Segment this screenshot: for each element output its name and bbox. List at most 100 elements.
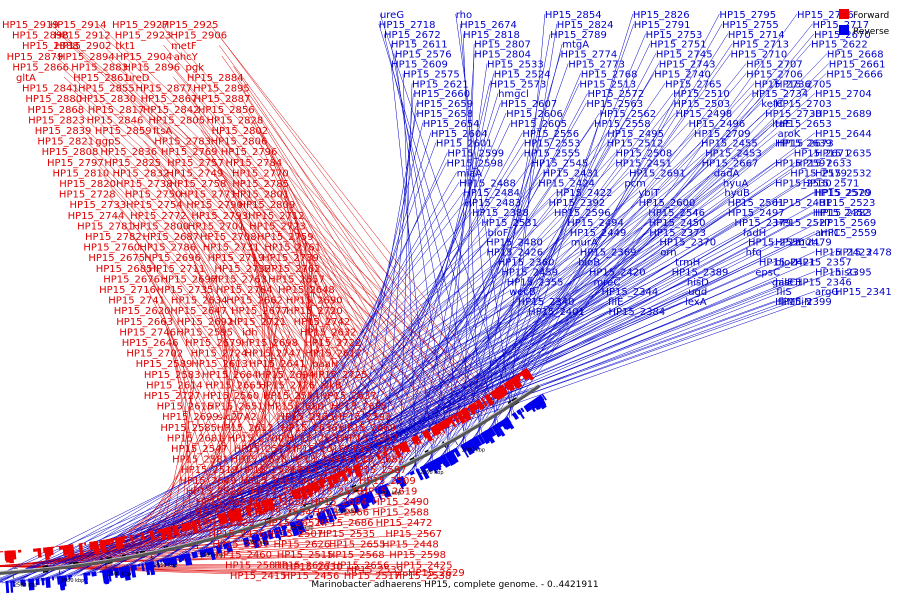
forward-gene-label: HP15_2763 [210, 274, 267, 285]
ruler-tick-label: 2900 kbp [377, 490, 401, 496]
ruler-tick-label: 3000 kbp [461, 448, 485, 454]
forward-gene-label: HP15_2805 [148, 115, 205, 126]
forward-gene-label: HP15_2636 [281, 423, 338, 434]
forward-gene-label: HP15_2821 [37, 137, 94, 148]
rna-feature [104, 557, 107, 558]
forward-gene-label: HP15_2839 [35, 126, 92, 137]
forward-connector [136, 257, 292, 506]
reverse-gene-label: HP15_2530 [775, 178, 832, 189]
forward-connector [203, 352, 239, 533]
forward-feature [79, 543, 83, 550]
reverse-gene-label: HP15_2755 [722, 20, 779, 31]
forward-gene-label: HP15_2539 [346, 565, 403, 576]
forward-gene-label: HP15_2762 [264, 264, 321, 275]
reverse-feature [415, 468, 424, 481]
reverse-gene-label: hisG [835, 267, 857, 278]
reverse-feature [180, 554, 185, 561]
reverse-connector [148, 221, 482, 565]
forward-connector [218, 34, 497, 406]
reverse-feature [481, 430, 492, 443]
reverse-gene-label: HP15_2718 [379, 20, 436, 31]
reverse-gene-label: HP15_2503 [673, 99, 730, 110]
reverse-gene-label: HP15_2703 [775, 99, 832, 110]
forward-feature [384, 450, 388, 456]
forward-gene-label: HP15_2625 [198, 518, 255, 529]
reverse-gene-label: HP15_2562 [599, 109, 656, 120]
reverse-gene-label: HP15_2660 [413, 89, 470, 100]
forward-connector [218, 45, 488, 412]
reverse-feature [68, 574, 71, 580]
reverse-feature [83, 572, 88, 581]
reverse-feature [330, 507, 338, 520]
forward-feature [340, 469, 349, 482]
forward-gene-label: HP15_2888 [22, 41, 79, 52]
forward-gene-label: HP15_2783 [154, 137, 211, 148]
map-caption: Marinobacter adhaerens HP15, complete ge… [311, 580, 598, 590]
reverse-feature [91, 571, 97, 577]
reverse-feature [468, 438, 478, 450]
reverse-feature [464, 441, 473, 454]
reverse-gene-label: HP15_2807 [474, 40, 531, 51]
reverse-gene-label: rho [456, 10, 472, 21]
forward-feature [452, 413, 460, 424]
forward-gene-label: HP15_2742 [294, 317, 351, 328]
forward-gene-label: HP15_2588 [372, 508, 429, 519]
reverse-connector [74, 261, 498, 577]
forward-gene-label: HP15_2906 [170, 31, 227, 42]
forward-gene-label: HP15_2617 [305, 349, 362, 360]
reverse-connector [347, 112, 417, 504]
reverse-connector [364, 103, 417, 496]
forward-gene-label: HP15_2565 [278, 412, 335, 423]
reverse-feature [495, 423, 503, 434]
forward-connector [97, 23, 501, 403]
forward-feature [160, 528, 167, 541]
reverse-gene-label: HP15_2709 [694, 129, 751, 140]
reverse-connector [52, 271, 589, 580]
reverse-gene-label: fadH [743, 228, 767, 239]
reverse-feature [29, 579, 32, 582]
forward-feature [136, 533, 141, 536]
forward-gene-label: HP15_2616 [288, 444, 345, 455]
forward-feature [468, 404, 472, 408]
forward-gene-label: HP15_2724 [191, 349, 248, 360]
ruler-tick [151, 555, 153, 560]
forward-connector [156, 299, 253, 520]
reverse-feature [295, 520, 303, 535]
forward-gene-label: HP15_2536 [240, 465, 297, 476]
reverse-gene-label: HP15_2421 [759, 258, 816, 269]
forward-gene-label: HP15_2618 [231, 455, 288, 466]
forward-feature [503, 380, 513, 391]
forward-gene-label: HP15_2902 [55, 41, 112, 52]
reverse-feature [529, 400, 538, 410]
forward-connector [177, 214, 334, 490]
forward-gene-label: ftsA [153, 126, 172, 137]
forward-gene-label: HP15_2568 [328, 550, 385, 561]
reverse-gene-label: HP15_2423 [815, 248, 872, 259]
forward-gene-label: HP15_2587 [350, 465, 407, 476]
reverse-feature [487, 427, 494, 436]
forward-gene-label: HP15_2927 [112, 20, 169, 31]
rna-feature [69, 562, 75, 564]
forward-gene-label: HP15_2808 [42, 147, 99, 158]
reverse-gene-label: HP15_2672 [384, 30, 441, 41]
forward-gene-label: HP15_2790 [186, 200, 243, 211]
forward-feature [261, 500, 269, 513]
forward-gene-label: HP15_2809 [239, 200, 296, 211]
forward-gene-label: HP15_2702 [126, 349, 183, 360]
forward-gene-label: HP15_2598 [389, 550, 446, 561]
reverse-connector [279, 142, 776, 530]
forward-gene-label: HP15_2855 [78, 84, 135, 95]
forward-gene-label: HP15_2679 [185, 338, 242, 349]
reverse-gene-label: HP15_2604 [431, 129, 488, 140]
reverse-gene-label: HP15_2756 [797, 10, 854, 21]
reverse-gene-label: pcm [624, 178, 646, 189]
reverse-gene-label: HP15_2497 [728, 208, 785, 219]
forward-feature [306, 484, 313, 497]
forward-feature [382, 451, 389, 461]
forward-connector [191, 257, 295, 505]
forward-gene-label: HP15_2692 [177, 317, 234, 328]
forward-gene-label: HP15_2509 [359, 476, 416, 487]
forward-gene-label: HP15_2460 [215, 550, 272, 561]
rna-feature [203, 536, 205, 538]
forward-gene-label: HP15_2746 [119, 327, 176, 338]
